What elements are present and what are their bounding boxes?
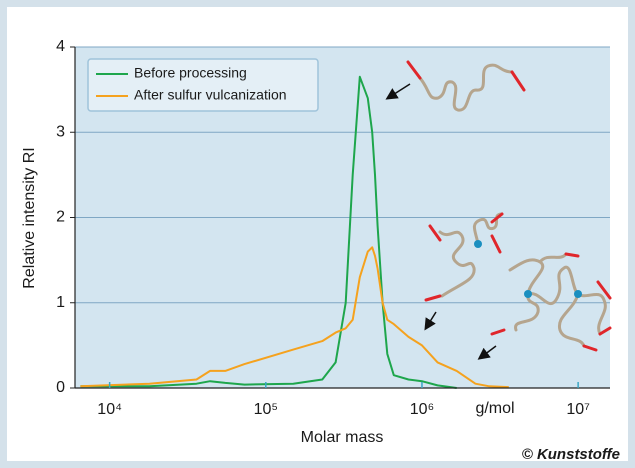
x-tick-label: 10⁵ <box>254 401 278 418</box>
crosslink <box>474 240 482 248</box>
y-axis-label: Relative intensity RI <box>21 147 38 288</box>
y-tick-label: 2 <box>56 209 65 226</box>
x-unit: g/mol <box>475 400 514 417</box>
crosslink <box>574 290 582 298</box>
y-tick-label: 4 <box>56 38 65 55</box>
x-axis-label: Molar mass <box>301 429 384 446</box>
y-tick-label: 0 <box>56 379 65 396</box>
chart: Before processing After sulfur vulcaniza… <box>0 0 635 468</box>
legend-label: Before processing <box>134 65 247 81</box>
x-tick-label: 10⁷ <box>566 401 590 418</box>
legend: Before processing After sulfur vulcaniza… <box>88 59 318 111</box>
x-tick-label: 10⁴ <box>97 401 122 418</box>
page: {"chart_data": {"type": "line", "xscale"… <box>0 0 635 468</box>
y-tick-label: 3 <box>56 123 65 140</box>
crosslink <box>524 290 532 298</box>
y-tick-label: 1 <box>56 294 65 311</box>
credit: © Kunststoffe <box>522 446 620 463</box>
x-tick-label: 10⁶ <box>410 401 434 418</box>
legend-label: After sulfur vulcanization <box>134 87 287 103</box>
